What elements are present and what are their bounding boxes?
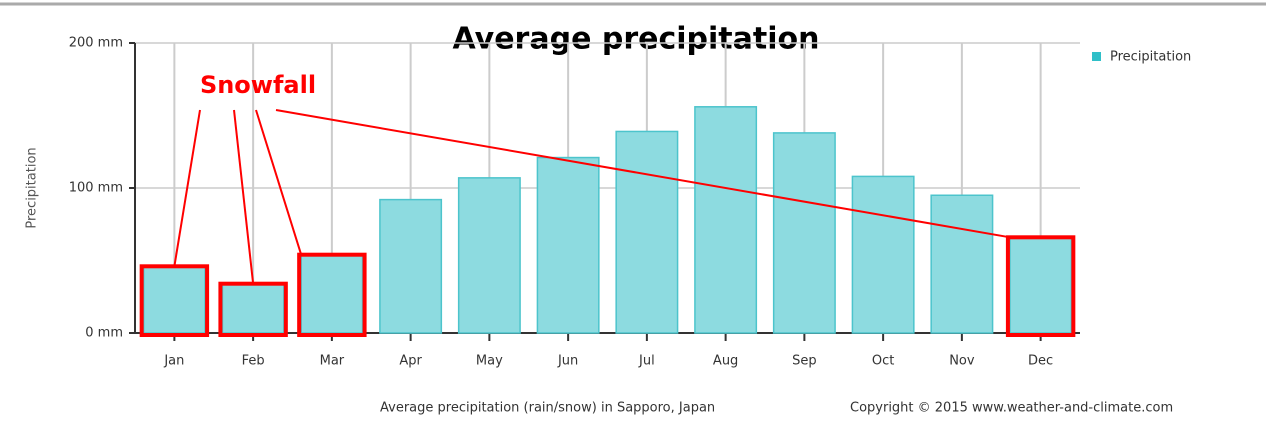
x-tick-label: Aug bbox=[713, 354, 738, 369]
x-tick-label: Dec bbox=[1028, 354, 1053, 369]
bar bbox=[694, 106, 758, 334]
y-axis-label: Precipitation bbox=[25, 147, 40, 228]
bar bbox=[379, 198, 443, 334]
x-tick-label: Mar bbox=[320, 354, 345, 369]
legend-label: Precipitation bbox=[1110, 50, 1191, 65]
legend-swatch bbox=[1092, 52, 1101, 61]
x-tick-label: Sep bbox=[792, 354, 817, 369]
annotation-line bbox=[173, 109, 201, 267]
x-tick-label: Jun bbox=[557, 354, 578, 369]
bar bbox=[615, 130, 679, 334]
caption: Average precipitation (rain/snow) in Sap… bbox=[380, 401, 715, 416]
chart-title: Average precipitation bbox=[453, 22, 820, 57]
highlight-box bbox=[1005, 235, 1076, 337]
x-tick-label: May bbox=[476, 354, 503, 369]
bar bbox=[300, 253, 364, 334]
annotation-line bbox=[255, 109, 303, 255]
copyright: Copyright © 2015 www.weather-and-climate… bbox=[850, 401, 1173, 416]
bar bbox=[851, 175, 915, 334]
bar bbox=[536, 156, 600, 334]
x-tick-label: Jan bbox=[163, 354, 184, 369]
x-tick-label: Jul bbox=[638, 354, 655, 369]
bar bbox=[142, 265, 206, 334]
annotation-label: Snowfall bbox=[200, 71, 316, 99]
y-tick-label: 100 mm bbox=[69, 181, 123, 196]
annotation-line bbox=[275, 109, 1011, 239]
x-tick-label: Apr bbox=[399, 354, 422, 369]
x-tick-label: Oct bbox=[872, 354, 894, 369]
y-tick-label: 0 mm bbox=[85, 326, 123, 341]
bar bbox=[1009, 236, 1073, 334]
bar bbox=[221, 282, 285, 334]
bar bbox=[772, 132, 836, 334]
bar bbox=[457, 177, 521, 334]
x-tick-label: Feb bbox=[242, 354, 265, 369]
annotation-line bbox=[233, 109, 255, 284]
y-tick-label: 200 mm bbox=[69, 36, 123, 51]
bar bbox=[930, 194, 994, 334]
x-tick-label: Nov bbox=[949, 354, 975, 369]
highlight-box bbox=[297, 252, 367, 337]
